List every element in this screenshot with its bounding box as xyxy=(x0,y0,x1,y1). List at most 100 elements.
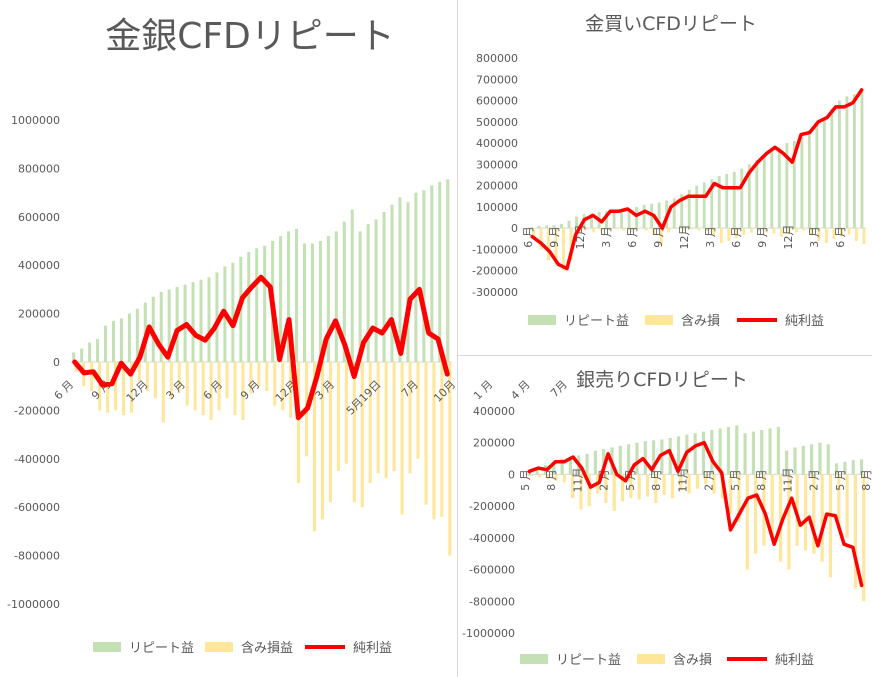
gold-silver-legend-label: 純利益 xyxy=(353,641,392,656)
gold-buy-bar-unrealized-loss xyxy=(562,228,565,271)
gold-buy-y-tick-label: -200000 xyxy=(472,265,518,278)
gold-buy-bar-unrealized-loss xyxy=(637,228,641,230)
silver-sell-bar-unrealized-loss xyxy=(554,474,558,481)
gold-silver-bar-unrealized-loss xyxy=(114,362,118,411)
gold-silver-bar-repeat-profit xyxy=(390,204,394,362)
silver-sell-bar-repeat-profit xyxy=(859,459,864,475)
gold-silver-bar-unrealized-loss xyxy=(320,362,325,520)
gold-buy-bar-unrealized-loss xyxy=(652,228,656,235)
gold-buy-bar-unrealized-loss xyxy=(539,228,543,250)
gold-silver-bar-unrealized-loss xyxy=(225,362,229,399)
gold-buy-bar-repeat-profit xyxy=(590,213,593,229)
gold-buy-bar-repeat-profit xyxy=(747,164,751,229)
gold-silver-bar-unrealized-loss xyxy=(169,362,173,399)
silver-sell-bar-repeat-profit xyxy=(726,426,731,475)
gold-silver-bar-unrealized-loss xyxy=(249,362,253,394)
silver-sell-bar-repeat-profit xyxy=(552,461,556,475)
gold-buy-y-tick-label: -300000 xyxy=(472,286,518,299)
gold-silver-bar-unrealized-loss xyxy=(209,362,213,421)
gold-buy-bar-repeat-profit xyxy=(537,226,541,229)
gold-silver-bar-unrealized-loss xyxy=(273,362,277,406)
silver-sell-y-tick-label: -600000 xyxy=(469,564,515,577)
gold-silver-bar-unrealized-loss xyxy=(408,362,412,474)
gold-silver-bar-unrealized-loss xyxy=(368,362,372,483)
gold-silver-bar-repeat-profit xyxy=(414,192,418,362)
gold-silver-bar-repeat-profit xyxy=(279,236,283,362)
gold-buy-bar-unrealized-loss xyxy=(727,228,731,241)
gold-silver-bar-repeat-profit xyxy=(127,313,131,362)
gold-buy-bar-unrealized-loss xyxy=(697,228,701,231)
silver-sell-bar-unrealized-loss xyxy=(654,474,658,503)
gold-buy-bar-unrealized-loss xyxy=(809,228,813,235)
gold-silver-bar-unrealized-loss xyxy=(424,362,428,505)
gold-silver-bar-repeat-profit xyxy=(231,262,235,362)
gold-silver-x-tick-label: 3 月 xyxy=(164,378,188,402)
gold-silver-bar-repeat-profit xyxy=(191,282,195,362)
silver-sell-x-tick-label: 5 月 xyxy=(834,469,847,491)
gold-silver-bar-unrealized-loss xyxy=(193,362,197,411)
gold-silver-bar-unrealized-loss xyxy=(392,362,396,471)
silver-sell-legend-label: 純利益 xyxy=(775,653,814,668)
gold-buy-bar-repeat-profit xyxy=(635,206,639,229)
gold-buy-bar-unrealized-loss xyxy=(547,228,550,261)
gold-buy-bar-unrealized-loss xyxy=(614,228,618,230)
gold-buy-title: 金買いCFDリピート xyxy=(585,13,757,35)
silver-sell-bar-unrealized-loss xyxy=(787,474,791,570)
gold-silver-bar-repeat-profit xyxy=(215,272,219,362)
gold-silver-bar-repeat-profit xyxy=(199,279,203,362)
gold-silver-bar-unrealized-loss xyxy=(265,362,269,392)
gold-silver-bar-unrealized-loss xyxy=(400,362,404,515)
gold-silver-bar-repeat-profit xyxy=(302,243,306,362)
gold-buy-x-tick-label: 3 月 xyxy=(808,226,821,248)
gold-buy-bar-unrealized-loss xyxy=(824,228,828,244)
gold-buy-bar-unrealized-loss xyxy=(659,228,663,246)
gold-buy-bar-unrealized-loss xyxy=(554,228,558,265)
silver-sell-bar-unrealized-loss xyxy=(729,474,733,515)
silver-sell-bar-repeat-profit xyxy=(643,441,647,475)
gold-buy-bar-repeat-profit xyxy=(545,225,548,229)
silver-sell-bar-repeat-profit xyxy=(760,430,764,475)
silver-sell-bar-repeat-profit xyxy=(851,460,855,475)
gold-buy-bar-repeat-profit xyxy=(837,100,841,229)
gold-silver-bar-unrealized-loss xyxy=(448,362,452,556)
gold-silver-bar-repeat-profit xyxy=(207,277,211,362)
silver-sell-bar-repeat-profit xyxy=(834,463,839,475)
silver-sell-bar-repeat-profit xyxy=(710,430,714,475)
gold-silver-title: 金銀CFDリピート xyxy=(105,16,395,57)
silver-sell-bar-unrealized-loss xyxy=(562,474,566,483)
gold-buy-bar-unrealized-loss xyxy=(712,228,716,235)
silver-sell-bar-repeat-profit xyxy=(560,458,564,475)
gold-silver-bar-unrealized-loss xyxy=(217,362,221,411)
gold-buy-bar-repeat-profit xyxy=(567,220,571,229)
gold-buy-bar-repeat-profit xyxy=(725,173,729,229)
gold-buy-bar-repeat-profit xyxy=(552,224,556,229)
gold-silver-x-tick-label: 6 月 xyxy=(52,378,76,402)
gold-silver-bar-repeat-profit xyxy=(175,286,179,362)
gold-buy-bar-unrealized-loss xyxy=(839,228,843,237)
gold-buy-bar-unrealized-loss xyxy=(772,228,776,234)
gold-buy-bar-repeat-profit xyxy=(627,208,631,229)
gold-buy-bar-unrealized-loss xyxy=(794,228,798,233)
gold-buy-bar-repeat-profit xyxy=(755,160,759,229)
gold-buy-bar-repeat-profit xyxy=(800,136,804,229)
gold-silver-chart: 金銀CFDリピート1000000800000600000400000200000… xyxy=(7,16,570,656)
gold-silver-bar-repeat-profit xyxy=(159,291,163,362)
gold-buy-y-tick-label: 500000 xyxy=(476,116,518,129)
gold-buy-y-tick-label: 800000 xyxy=(476,52,518,65)
silver-sell-bar-repeat-profit xyxy=(843,461,847,475)
gold-silver-bar-repeat-profit xyxy=(263,245,267,362)
gold-buy-legend-label: リピート益 xyxy=(564,314,629,329)
gold-buy-bar-unrealized-loss xyxy=(817,228,821,241)
gold-buy-bar-repeat-profit xyxy=(612,210,616,229)
gold-buy-x-tick-label: 9 月 xyxy=(756,226,769,248)
silver-sell-bar-repeat-profit xyxy=(735,425,739,475)
silver-sell-x-tick-label: 8 月 xyxy=(650,469,663,491)
gold-buy-bar-repeat-profit xyxy=(807,130,811,229)
silver-sell-bar-repeat-profit xyxy=(793,447,797,475)
silver-sell-x-tick-label: 2 月 xyxy=(703,469,716,491)
gold-buy-bar-repeat-profit xyxy=(770,151,774,229)
gold-buy-legend-label: 含み損 xyxy=(681,313,720,329)
gold-buy-legend-label: 純利益 xyxy=(785,314,824,329)
gold-buy-x-tick-label: 6 月 xyxy=(730,226,743,248)
